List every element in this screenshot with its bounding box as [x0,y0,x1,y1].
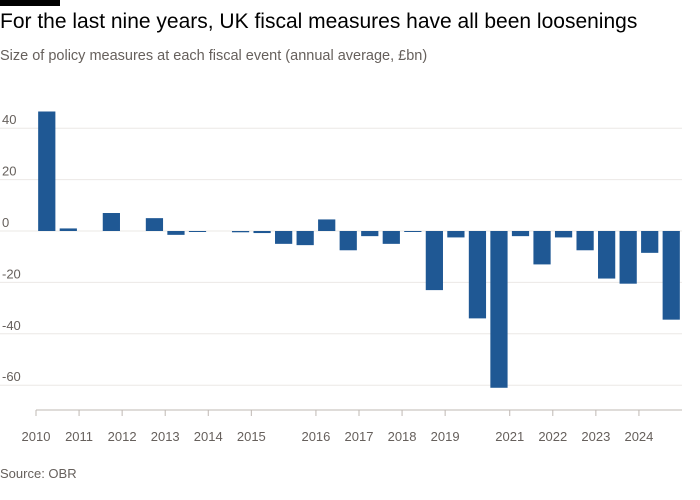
y-axis-tick-labels: 40 20 0 -20 -40 -60 [2,112,21,384]
bar [533,231,551,265]
x-tick-label: 2023 [581,429,610,444]
x-tick-label: 2016 [301,429,330,444]
bar [38,111,56,231]
bar [404,231,422,232]
bar [361,231,379,237]
bar [511,231,530,237]
x-tick-label: 2015 [237,429,266,444]
bar [619,231,637,284]
x-tick-label: 2012 [108,429,137,444]
bar [167,231,185,235]
x-axis: 2010 2011 2012 2013 2014 2015 2016 2017 2018 2019… [22,409,682,444]
y-tick-label: -40 [2,318,21,333]
bar [598,231,616,279]
bar [318,219,336,231]
bar [382,231,400,244]
bars [38,111,680,388]
bar [231,231,250,233]
x-tick-label: 2019 [431,429,460,444]
bar [59,228,77,231]
x-tick-label: 2017 [345,429,374,444]
bar [425,231,443,291]
bar [447,231,465,238]
x-tick-label: 2013 [151,429,180,444]
x-tick-label: 2024 [624,429,653,444]
bar [554,231,573,238]
bar [145,218,164,231]
source-note: Source: OBR [0,466,77,481]
x-tick-label: 2018 [388,429,417,444]
x-tick-label: 2011 [65,429,93,444]
y-tick-label: 0 [2,215,9,230]
accent-bar [0,0,60,6]
bar [296,231,314,246]
x-tick-label: 2014 [194,429,223,444]
x-tick-label: 2021 [495,429,524,444]
chart-title: For the last nine years, UK fiscal measu… [0,10,638,33]
bar [641,231,659,253]
y-tick-label: 40 [2,112,16,127]
y-tick-label: -20 [2,266,21,281]
bar [662,231,680,320]
bar [188,231,207,232]
y-tick-label: -60 [2,369,21,384]
bar [102,213,120,231]
x-tick-label: 2010 [22,429,51,444]
bar [275,231,293,244]
bar [576,231,594,251]
bar [490,231,508,388]
grid-lines [0,127,682,386]
bar [253,231,271,234]
x-tick-label: 2022 [538,429,567,444]
bar [339,231,357,251]
chart-subtitle: Size of policy measures at each fiscal e… [0,48,428,64]
bar [468,231,487,319]
y-tick-label: 20 [2,164,16,179]
